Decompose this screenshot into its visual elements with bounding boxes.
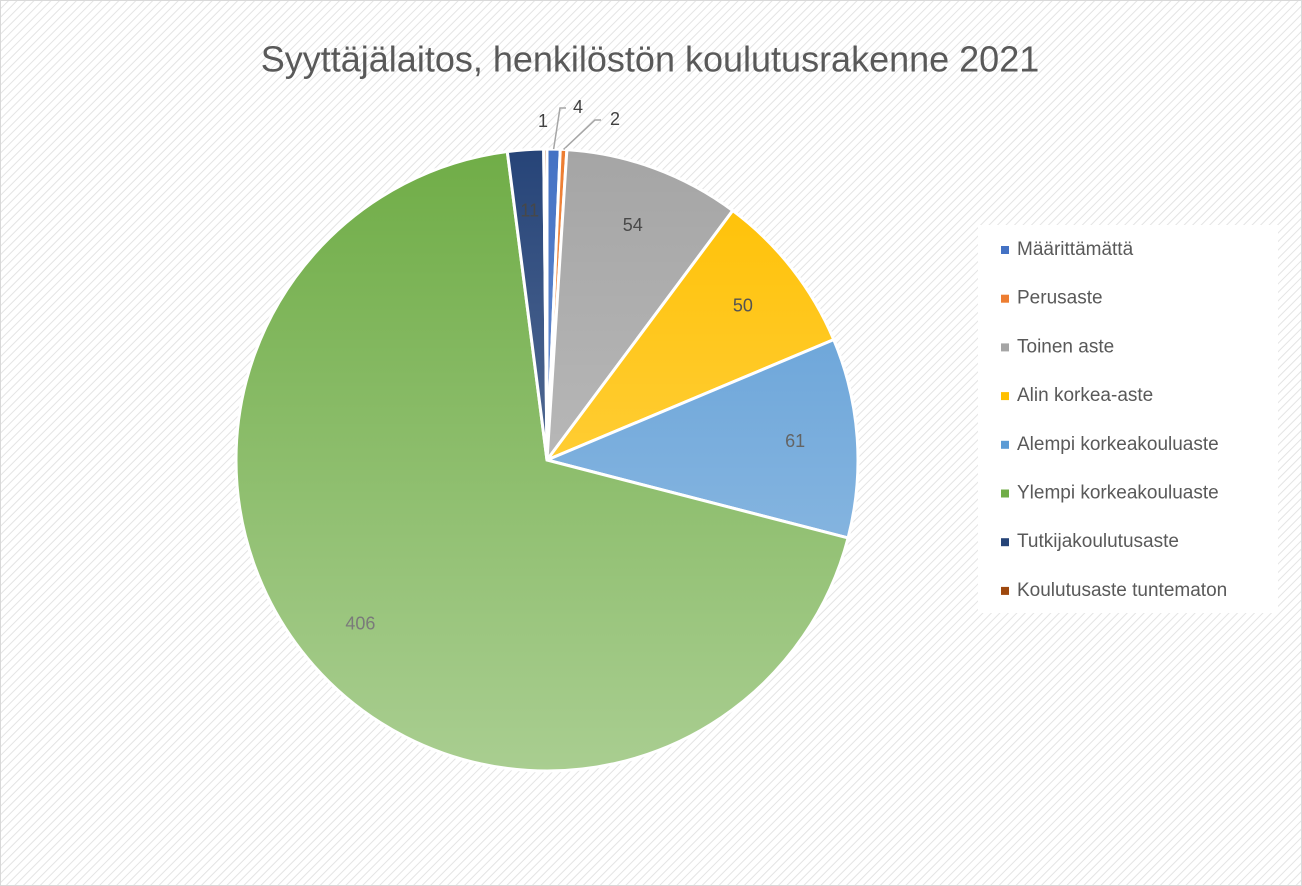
data-label: 2: [610, 109, 620, 129]
data-label: 1: [538, 111, 548, 131]
legend-background: [978, 225, 1278, 613]
data-label: 4: [573, 97, 583, 117]
legend-label: Perusaste: [1017, 288, 1103, 309]
legend-swatch: [1001, 294, 1009, 303]
legend-label: Määrittämättä: [1017, 239, 1134, 260]
data-label: 406: [345, 613, 375, 633]
legend-swatch: [1001, 489, 1009, 498]
legend-label: Koulutusaste tuntematon: [1017, 580, 1227, 601]
legend-label: Ylempi korkeakouluaste: [1017, 483, 1219, 504]
legend-swatch: [1001, 246, 1009, 254]
data-label: 54: [623, 215, 643, 235]
chart-title: Syyttäjälaitos, henkilöstön koulutusrake…: [261, 39, 1040, 80]
legend-label: Toinen aste: [1017, 336, 1114, 357]
leader-line: [563, 119, 601, 150]
data-label: 50: [733, 295, 753, 315]
legend-swatch: [1001, 586, 1009, 595]
legend-swatch: [1001, 343, 1009, 352]
legend-swatch: [1001, 538, 1009, 547]
data-label: 61: [785, 431, 805, 451]
leader-line: [552, 107, 566, 150]
legend-swatch: [1001, 392, 1009, 401]
legend-swatch: [1001, 440, 1009, 449]
legend-label: Alin korkea-aste: [1017, 385, 1153, 406]
legend-label: Alempi korkeakouluaste: [1017, 434, 1219, 455]
legend-label: Tutkijakoulutusaste: [1017, 531, 1179, 552]
data-label: 11: [520, 201, 539, 221]
